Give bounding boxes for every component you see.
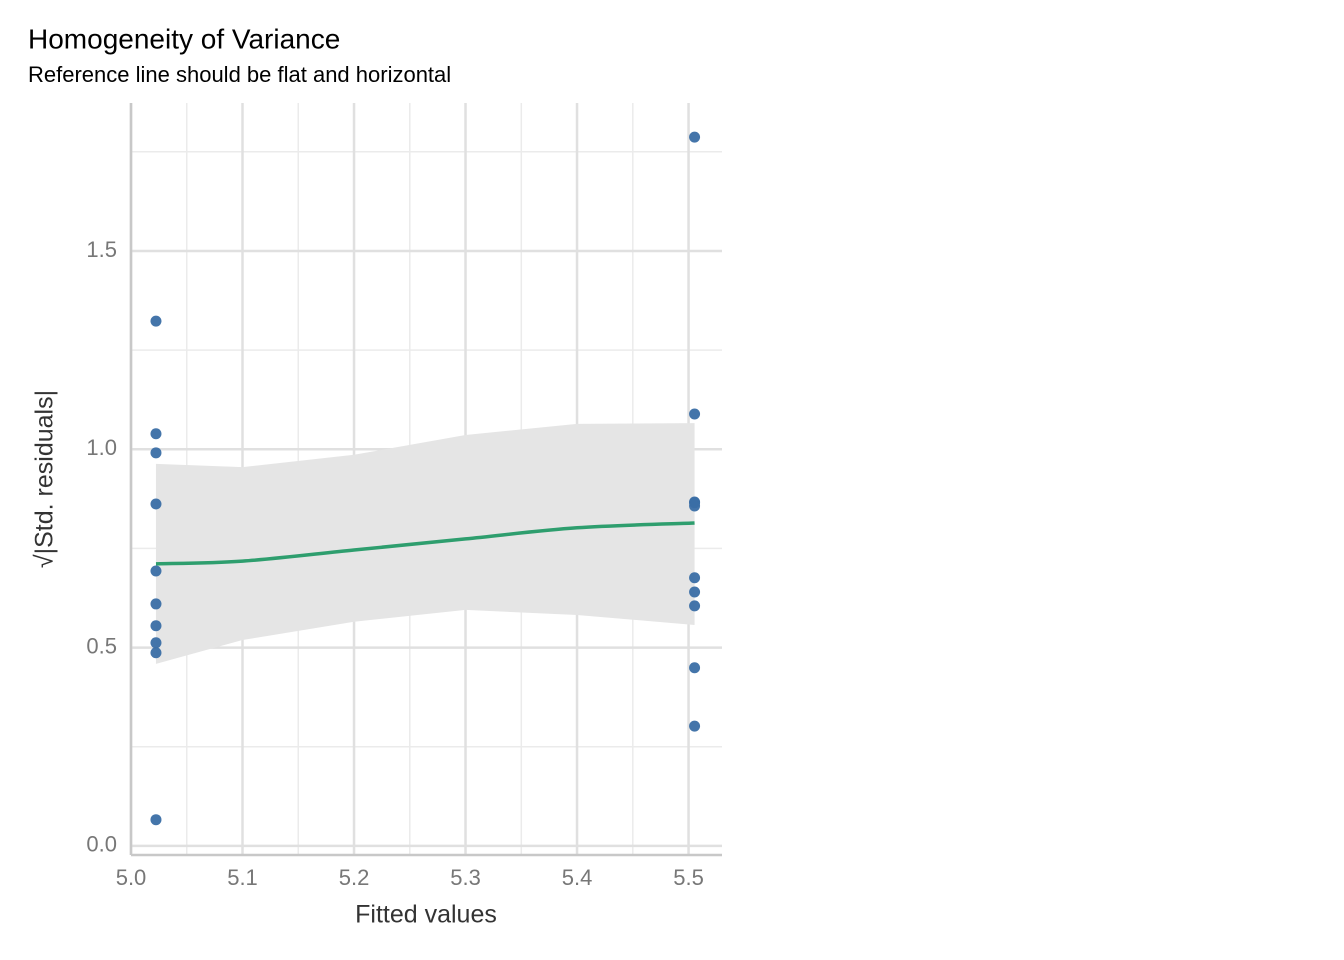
point [150, 647, 162, 659]
point [689, 662, 701, 674]
y-tick-label: 1.5 [86, 237, 117, 262]
x-axis-label: Fitted values [355, 901, 497, 929]
x-tick-label: 5.3 [450, 865, 481, 890]
point [689, 720, 701, 732]
point [150, 565, 162, 577]
point [689, 586, 701, 598]
point [689, 600, 701, 612]
x-tick-label: 5.2 [339, 865, 370, 890]
point [150, 637, 162, 649]
point [150, 428, 162, 440]
point [150, 447, 162, 459]
point [689, 408, 701, 420]
y-tick-label: 0.5 [86, 633, 117, 658]
y-tick-label: 0.0 [86, 832, 117, 857]
y-tick-label: 1.0 [86, 435, 117, 460]
point [150, 315, 162, 327]
point [150, 598, 162, 610]
point [689, 572, 701, 584]
point [689, 131, 701, 143]
y-axis-label: √|Std. residuals| [31, 390, 59, 568]
point [689, 500, 701, 512]
point [150, 814, 162, 826]
x-tick-label: 5.5 [673, 865, 704, 890]
smooth-line [155, 521, 695, 566]
point [150, 620, 162, 632]
x-tick-label: 5.0 [116, 865, 147, 890]
x-tick-label: 5.4 [562, 865, 593, 890]
x-tick-label: 5.1 [227, 865, 258, 890]
point [150, 498, 162, 510]
chart-title: Homogeneity of Variance [28, 23, 340, 54]
chart-subtitle: Reference line should be flat and horizo… [28, 62, 451, 87]
